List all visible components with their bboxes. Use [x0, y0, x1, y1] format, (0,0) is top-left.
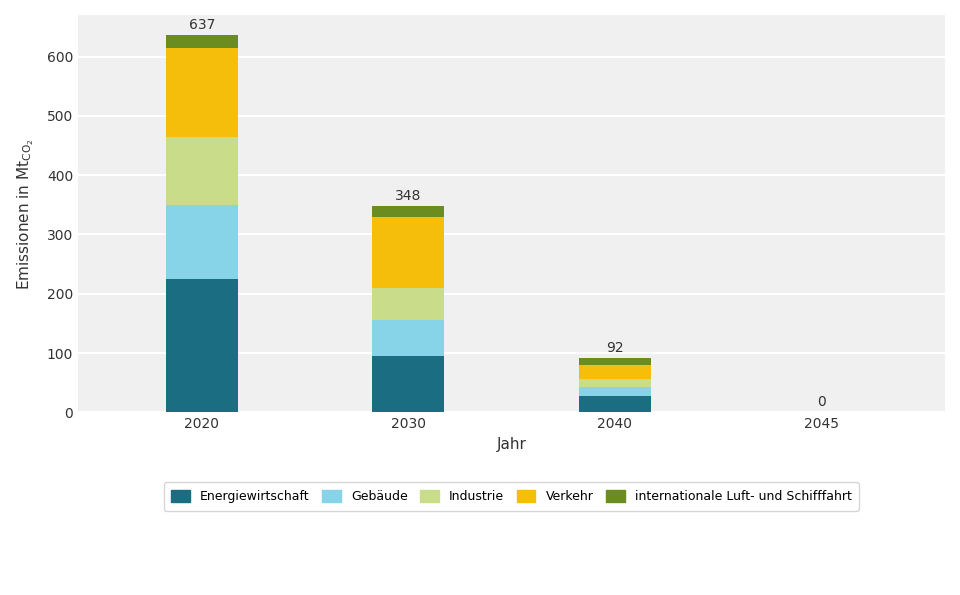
Bar — [166, 279, 238, 412]
Bar — [579, 387, 651, 396]
Bar — [579, 379, 651, 387]
Bar — [372, 206, 444, 217]
Text: 92: 92 — [606, 341, 623, 355]
Bar — [579, 396, 651, 412]
Text: 348: 348 — [396, 189, 421, 203]
Bar — [372, 320, 444, 356]
Legend: Energiewirtschaft, Gebäude, Industrie, Verkehr, internationale Luft- und Schifff: Energiewirtschaft, Gebäude, Industrie, V… — [164, 482, 859, 511]
Bar — [372, 217, 444, 288]
Bar — [166, 48, 238, 137]
Bar — [166, 137, 238, 205]
Text: 637: 637 — [188, 18, 215, 32]
Bar — [166, 35, 238, 48]
X-axis label: Jahr: Jahr — [496, 437, 526, 452]
Bar — [372, 288, 444, 320]
Bar — [579, 365, 651, 379]
Bar — [372, 356, 444, 412]
Bar — [166, 205, 238, 279]
Bar — [579, 358, 651, 365]
Y-axis label: Emissionen in Mt$_{\mathrm{CO_2}}$: Emissionen in Mt$_{\mathrm{CO_2}}$ — [15, 138, 36, 290]
Text: 0: 0 — [817, 394, 826, 409]
